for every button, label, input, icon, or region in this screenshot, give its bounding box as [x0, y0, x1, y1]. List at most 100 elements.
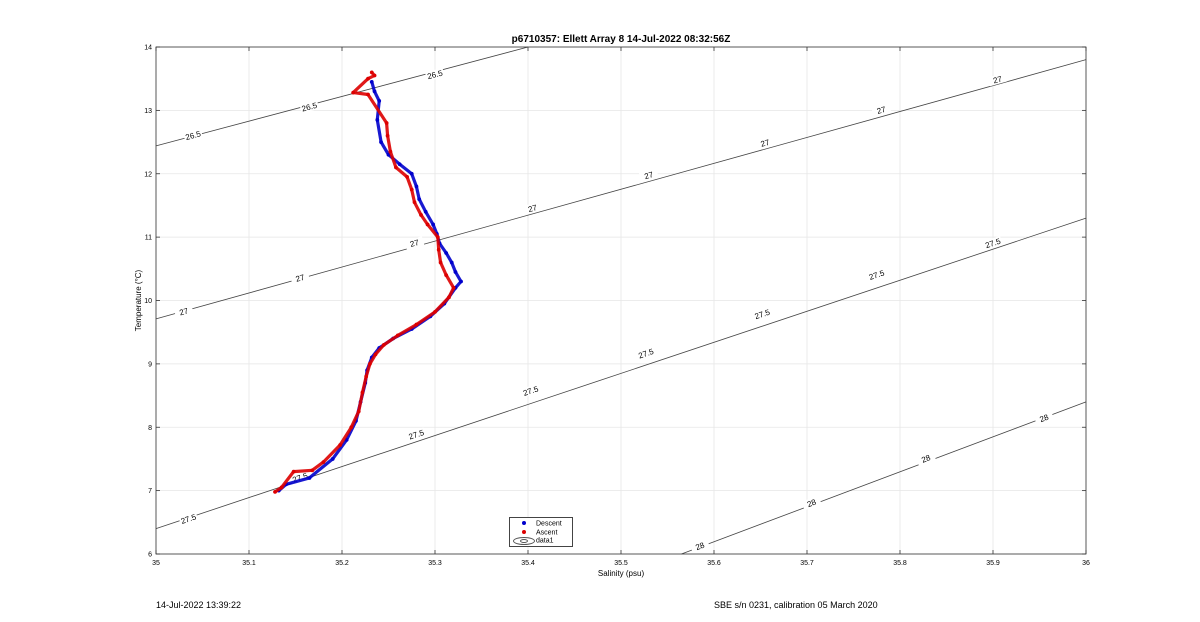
density-contours: 26.526.526.5272727272727272727.527.527.5…	[155, 46, 1087, 555]
contour-label-bg	[183, 128, 203, 142]
contour-line	[155, 59, 1087, 320]
descent-point	[375, 117, 380, 122]
contour-label-bg	[866, 267, 887, 282]
contour-line	[681, 401, 1087, 555]
x-tick-label: 36	[1082, 560, 1090, 567]
descent-point	[453, 270, 458, 274]
contour-label-bg	[752, 306, 773, 322]
ascent-point	[349, 425, 354, 430]
descent-point	[444, 251, 449, 255]
y-tick-label: 9	[148, 361, 152, 368]
ascent-point	[310, 468, 315, 473]
ascent-point	[433, 310, 437, 314]
ascent-point	[356, 409, 361, 414]
contour-label: 28	[920, 453, 932, 465]
x-tick-label: 35.9	[986, 560, 1000, 567]
y-tick-label: 12	[144, 171, 152, 178]
ascent-point	[279, 485, 284, 490]
contour-label: 27	[409, 238, 421, 249]
ascent-point	[435, 235, 440, 240]
x-tick-label: 35.6	[707, 560, 721, 567]
descent-trace	[277, 80, 463, 493]
contour-label: 27	[760, 138, 772, 149]
contour-label: 26.5	[301, 101, 319, 114]
ascent-point	[414, 322, 419, 327]
contour-label: 27	[876, 105, 888, 116]
x-tick-label: 35.5	[614, 560, 628, 567]
contour-label-bg	[915, 451, 936, 466]
footer-calibration: SBE s/n 0231, calibration 05 March 2020	[714, 600, 878, 610]
y-axis-label: Temperature (°C)	[134, 269, 143, 331]
descent-point	[459, 279, 463, 284]
descent-point	[449, 260, 454, 265]
contour-label: 27	[527, 203, 539, 214]
legend-item-ascent: Ascent	[512, 528, 557, 537]
descent-point	[307, 476, 312, 480]
contour-label-bg	[987, 72, 1008, 87]
contour-line	[155, 46, 529, 147]
ascent-point	[338, 443, 343, 447]
ascent-point	[360, 390, 365, 395]
ascent-point	[394, 165, 398, 170]
contour-label-bg	[871, 103, 892, 117]
contour-label-bg	[801, 495, 822, 511]
ascent-point	[425, 222, 430, 227]
x-tick-label: 35.7	[800, 560, 814, 567]
legend-label-ascent: Ascent	[536, 529, 558, 537]
y-tick-label: 8	[148, 425, 152, 432]
ascent-point	[409, 187, 414, 192]
descent-point	[414, 184, 419, 189]
ascent-marker-icon	[522, 530, 526, 534]
contour-label-bg	[173, 304, 194, 319]
ascent-point	[451, 285, 456, 290]
ascent-point	[369, 70, 374, 75]
axis-ticks: 35 35.1 35.2 35.3 35.4 35.5 35.6 35.7 35.8 35.9 36…	[144, 45, 1090, 568]
contour-label: 28	[694, 540, 706, 552]
x-tick-label: 35.4	[521, 560, 535, 567]
descent-point	[377, 98, 382, 103]
data-series	[273, 70, 463, 494]
ascent-trace	[273, 70, 456, 494]
ascent-point	[412, 200, 417, 205]
legend-item-descent: Descent	[512, 519, 562, 528]
ascent-point	[372, 73, 377, 78]
contour-label: 28	[1038, 412, 1050, 424]
footer-timestamp: 14-Jul-2022 13:39:22	[156, 600, 242, 610]
y-tick-label: 7	[148, 488, 152, 495]
descent-point	[369, 79, 374, 84]
contour-label-bg	[178, 511, 199, 526]
y-tick-label: 6	[148, 552, 152, 559]
legend-label-data1: data1	[536, 537, 554, 545]
contour-label-bg	[522, 201, 543, 215]
ascent-point	[366, 76, 370, 81]
contour-label-bg	[638, 168, 659, 182]
ascent-point	[273, 489, 277, 494]
ascent-point	[373, 352, 378, 357]
ascent-point	[419, 213, 423, 217]
contour-label-bg	[404, 236, 425, 250]
descent-point	[423, 209, 428, 214]
contour-label-bg	[982, 235, 1003, 251]
contour-label-bg	[299, 100, 320, 114]
x-tick-label: 35.2	[335, 560, 349, 567]
ascent-point	[436, 247, 441, 252]
x-tick-label: 35.1	[242, 560, 256, 567]
contour-label-bg	[406, 427, 427, 442]
x-tick-label: 35	[152, 560, 160, 567]
ascent-point	[444, 273, 449, 278]
contour-label: 27	[295, 273, 307, 284]
legend-item-data1: data1	[512, 536, 554, 545]
ascent-point	[291, 469, 296, 474]
contour-label: 27	[643, 170, 655, 181]
descent-point	[397, 162, 402, 167]
legend-label-descent: Descent	[536, 520, 562, 528]
descent-point	[417, 197, 422, 202]
ascent-point	[388, 149, 393, 154]
contour-label-bg	[689, 538, 710, 554]
x-tick-label: 35.8	[893, 560, 907, 567]
ascent-point	[438, 260, 443, 265]
contour-label-bg	[1033, 410, 1054, 426]
ascent-point	[395, 333, 400, 338]
descent-point	[372, 89, 377, 94]
